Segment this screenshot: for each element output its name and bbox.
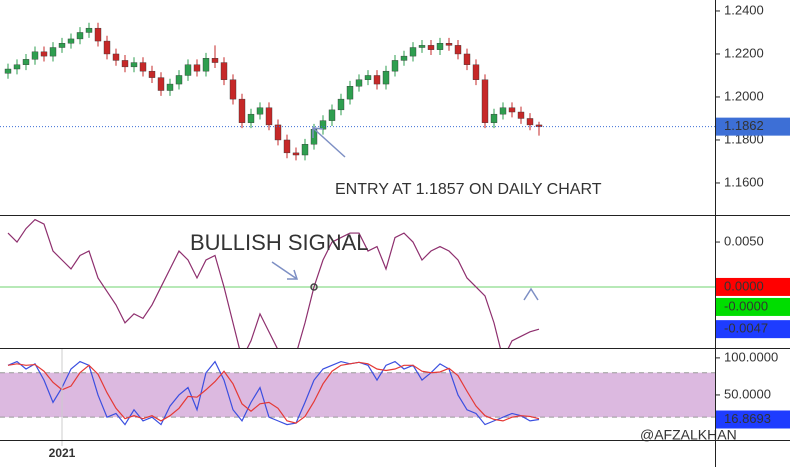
candle-body [391, 60, 399, 72]
y-tick-label: 1.2400 [724, 2, 764, 17]
candle-body [130, 62, 138, 68]
candle-body [103, 40, 111, 55]
candle-body [85, 27, 93, 33]
indicator-line [7, 361, 540, 424]
candle-body [292, 152, 300, 156]
axis-label-box [716, 117, 790, 136]
y-tick-label: 1.2000 [724, 88, 764, 103]
candle-body [265, 107, 273, 126]
candle-body [472, 64, 480, 80]
candle-body [94, 27, 102, 42]
candle-body [463, 53, 471, 65]
candle-body [373, 75, 381, 85]
signal-arrow [271, 261, 299, 280]
annotation: ENTRY AT 1.1857 ON DAILY CHART [335, 181, 602, 198]
candle-body [355, 79, 363, 87]
candle-body [274, 124, 282, 141]
candle-body [4, 68, 12, 74]
candle-body [526, 118, 534, 126]
candle-body [346, 86, 354, 100]
candle-body [427, 45, 435, 50]
candle-body [229, 79, 237, 100]
candle-body [364, 75, 372, 80]
candle-body [481, 79, 489, 123]
candle-body [31, 51, 39, 60]
candle-body [436, 43, 444, 50]
candle-body [283, 139, 291, 154]
axis-label: 0.0000 [724, 278, 764, 293]
candle-body [166, 83, 174, 91]
candle-body [301, 144, 309, 156]
axis-label: 16.8693 [724, 411, 771, 426]
candle-body [49, 47, 57, 57]
signal-marker [310, 283, 318, 291]
candle-body [22, 59, 30, 65]
candle-body [445, 43, 453, 46]
candle-body [40, 51, 48, 57]
candle-body [67, 38, 75, 44]
candle-body [319, 120, 327, 130]
candle-body [148, 70, 156, 78]
up-arrow [523, 287, 539, 301]
candle-body [337, 98, 345, 111]
candle-body [220, 62, 228, 80]
axis-label-box [716, 277, 790, 296]
candle-body [409, 47, 417, 57]
y-tick-label: 100.0000 [724, 349, 778, 364]
candle-body [139, 62, 147, 72]
candle-body [211, 58, 219, 63]
candle-body [202, 58, 210, 72]
candle-body [256, 107, 264, 115]
candle-body [13, 64, 21, 70]
candle-body [58, 43, 66, 48]
candle-body [76, 32, 84, 40]
candle-body [328, 109, 336, 121]
candle-body [490, 113, 498, 123]
y-tick-label: 1.1600 [724, 174, 764, 189]
entry-arrow [312, 127, 346, 158]
candle-body [418, 45, 426, 48]
candle-body [535, 124, 543, 127]
candle-body [121, 60, 129, 68]
axis-label-box [716, 410, 790, 429]
candle-body [517, 111, 525, 119]
axis-label: 1.1862 [724, 118, 764, 133]
axis-label-box [716, 320, 790, 339]
y-tick-label: 1.2200 [724, 45, 764, 60]
candle-body [112, 53, 120, 61]
band [0, 372, 715, 418]
axis-label: -0.0000 [724, 298, 768, 313]
candle-body [175, 75, 183, 85]
x-tick-label: 2021 [49, 446, 76, 460]
candle-body [247, 113, 255, 123]
candle-body [382, 70, 390, 85]
annotation: BULLISH SIGNAL [190, 230, 369, 255]
axis-label-box [716, 297, 790, 316]
candle-body [454, 45, 462, 55]
y-tick-label: 0.0050 [724, 233, 764, 248]
candle-body [400, 55, 408, 61]
candle-body [184, 64, 192, 76]
candle-body [157, 77, 165, 91]
candle-body [499, 107, 507, 115]
indicator-line [7, 218, 540, 348]
candle-body [193, 64, 201, 72]
candle-body [508, 107, 516, 113]
y-tick-label: 50.0000 [724, 386, 771, 401]
indicator-line [7, 360, 540, 426]
axis-label: -0.0047 [724, 321, 768, 336]
candle-body [238, 98, 246, 123]
watermark: @AFZALKHAN [640, 427, 737, 443]
